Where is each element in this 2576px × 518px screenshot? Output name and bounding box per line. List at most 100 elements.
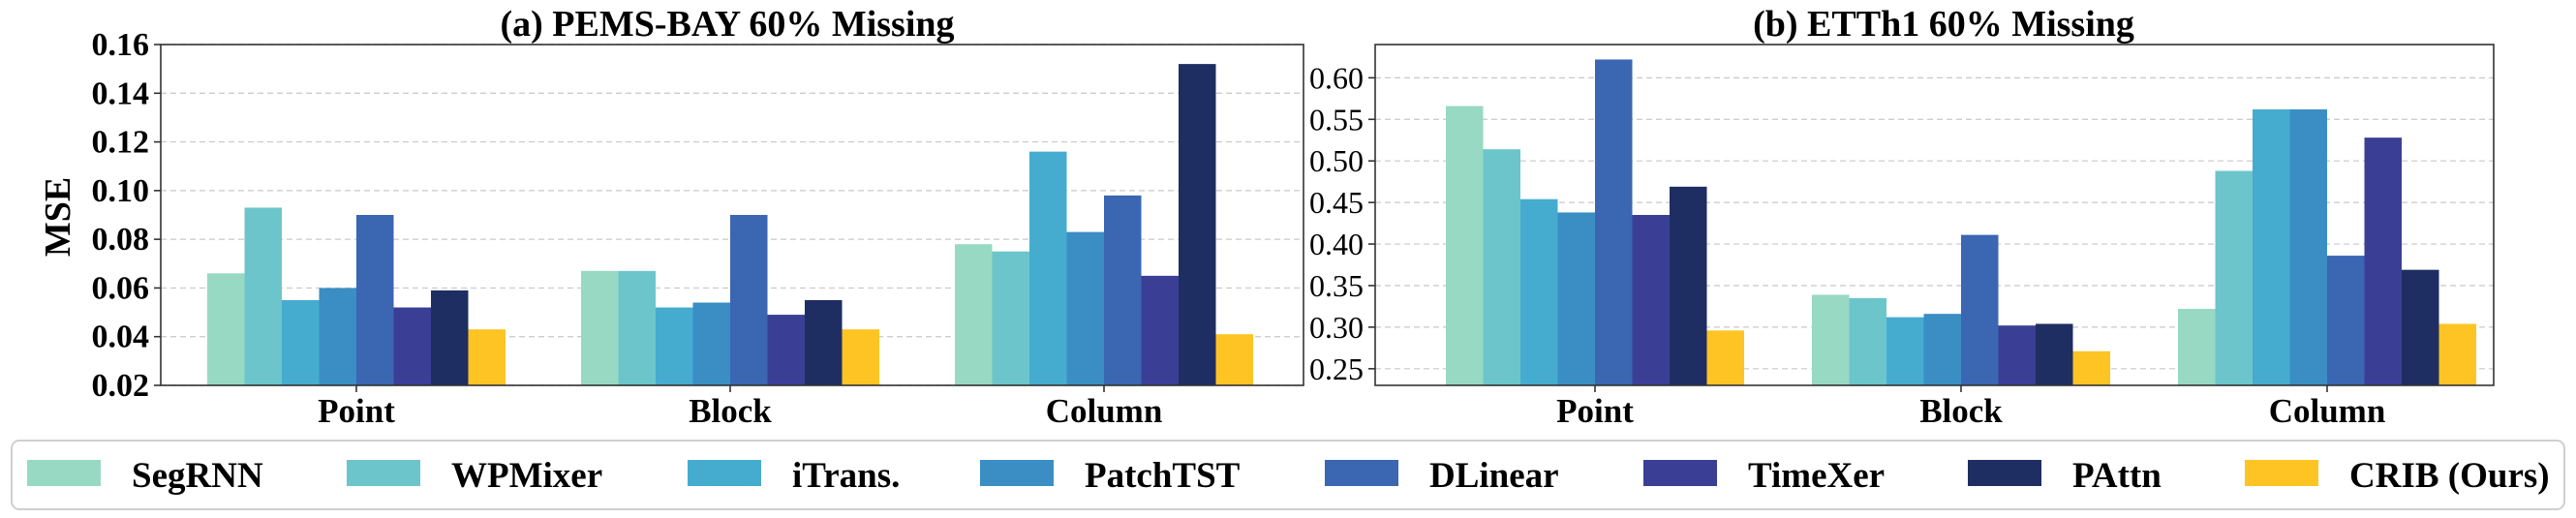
x-tick-label: Column [2269, 392, 2386, 430]
legend-swatch [1325, 460, 1398, 486]
y-tick-label: 0.14 [92, 76, 150, 111]
bar-timexer-point [393, 307, 431, 385]
bar-wpmixer-column [2215, 170, 2253, 385]
y-tick-label: 0.16 [92, 27, 150, 63]
legend: SegRNN WPMixer iTrans. PatchTST DLinear TimeX… [11, 440, 2565, 510]
bar-itrans-point [282, 300, 320, 385]
chart-title-a: (a) PEMS-BAY 60% Missing [500, 4, 954, 45]
bar-segrnn-column [955, 244, 993, 385]
y-tick-label: 0.10 [92, 173, 150, 209]
bar-crib-ours-block [2072, 350, 2110, 385]
bar-timexer-block [1998, 325, 2036, 385]
bar-timexer-column [1141, 275, 1179, 385]
y-tick-label: 0.40 [1309, 227, 1364, 261]
bar-pattn-point [1670, 186, 1707, 385]
x-ticks-b: Point Block Column [1556, 385, 2385, 430]
legend-swatch [688, 460, 761, 486]
y-axis-label-a: MSE [38, 177, 78, 257]
legend-label: TimeXer [1748, 456, 1885, 496]
bar-patchtst-column [1066, 231, 1104, 385]
bar-pattn-point [431, 289, 469, 385]
legend-swatch [1643, 460, 1717, 486]
bar-segrnn-point [1446, 106, 1484, 385]
y-ticks-b: 0.25 0.30 0.35 0.40 0.45 0.50 0.55 0.60 [1309, 60, 1375, 386]
legend-swatch [2245, 460, 2318, 486]
bar-dlinear-point [1595, 59, 1633, 385]
bar-segrnn-point [207, 273, 245, 385]
legend-label: PAttn [2072, 456, 2162, 496]
legend-swatch [27, 460, 101, 486]
plot-frame-a [160, 44, 1304, 386]
bar-segrnn-block [1812, 294, 1850, 385]
y-tick-label: 0.55 [1309, 102, 1364, 137]
plot-frame-b [1374, 44, 2495, 386]
x-tick-label: Point [318, 392, 395, 430]
y-tick-label: 0.30 [1309, 310, 1364, 345]
y-tick-label: 0.25 [1309, 351, 1364, 386]
bar-wpmixer-point [244, 207, 282, 385]
bar-crib-ours-point [1706, 330, 1744, 385]
legend-label: CRIB (Ours) [2349, 456, 2550, 496]
bar-itrans-block [1886, 317, 1924, 385]
bar-dlinear-block [1961, 234, 1999, 385]
bar-wpmixer-column [992, 251, 1029, 385]
bar-crib-ours-point [468, 329, 506, 385]
bar-itrans-column [1029, 151, 1067, 385]
x-tick-label: Column [1046, 392, 1163, 430]
legend-label: DLinear [1429, 456, 1559, 496]
bar-patchtst-column [2289, 108, 2327, 385]
bar-dlinear-block [730, 215, 768, 385]
bar-patchtst-block [1923, 314, 1961, 385]
y-tick-label: 0.35 [1309, 268, 1364, 303]
legend-swatch [1968, 460, 2041, 486]
chart-title-b: (b) ETTh1 60% Missing [1753, 4, 2134, 45]
bar-patchtst-point [1557, 212, 1595, 385]
x-tick-label: Point [1556, 392, 1634, 430]
y-tick-label: 0.04 [92, 320, 150, 355]
bar-timexer-column [2364, 137, 2402, 385]
bar-patchtst-point [319, 288, 356, 385]
bar-itrans-block [656, 307, 693, 385]
legend-swatch [980, 460, 1054, 486]
bar-pattn-block [2036, 323, 2073, 385]
bar-segrnn-column [2178, 309, 2216, 385]
bars-b [1446, 59, 2476, 385]
bar-wpmixer-block [618, 270, 656, 385]
bar-crib-ours-column [1215, 334, 1253, 385]
bar-crib-ours-column [2438, 323, 2476, 385]
y-ticks-a: 0.02 0.04 0.06 0.08 0.10 0.12 0.14 0.16 [92, 27, 161, 404]
bar-pattn-block [805, 300, 843, 385]
y-tick-label: 0.06 [92, 270, 150, 306]
bar-pattn-column [1179, 64, 1216, 385]
x-tick-label: Block [689, 392, 772, 430]
bar-pattn-column [2402, 269, 2439, 385]
bar-itrans-point [1520, 198, 1558, 385]
legend-label: SegRNN [132, 456, 263, 496]
legend-label: iTrans. [792, 456, 900, 496]
panel-etth1: (b) ETTh1 60% Missing 0.250.300.350.400.… [1309, 4, 2495, 430]
bar-timexer-point [1632, 215, 1670, 385]
y-tick-label: 0.60 [1309, 60, 1364, 95]
y-tick-label: 0.02 [92, 368, 150, 404]
bar-itrans-column [2253, 108, 2290, 385]
y-tick-label: 0.50 [1309, 143, 1364, 178]
bar-wpmixer-block [1849, 297, 1886, 385]
y-tick-label: 0.12 [92, 125, 150, 161]
bar-dlinear-point [356, 215, 394, 385]
x-tick-label: Block [1919, 392, 2003, 430]
legend-label: PatchTST [1085, 456, 1241, 496]
x-ticks-a: Point Block Column [318, 385, 1162, 430]
legend-frame [11, 440, 2565, 510]
bars-a [207, 64, 1253, 385]
bar-timexer-block [767, 315, 805, 385]
bar-dlinear-column [2327, 256, 2365, 385]
y-tick-label: 0.45 [1309, 185, 1364, 220]
legend-label: WPMixer [451, 456, 602, 496]
bar-crib-ours-block [842, 329, 879, 385]
bar-wpmixer-point [1483, 149, 1520, 385]
bar-dlinear-column [1104, 195, 1142, 385]
legend-swatch [347, 460, 420, 486]
y-tick-label: 0.08 [92, 222, 150, 258]
panel-pems-bay: (a) PEMS-BAY 60% Missing MSE 0.020.040.0… [38, 4, 1304, 430]
